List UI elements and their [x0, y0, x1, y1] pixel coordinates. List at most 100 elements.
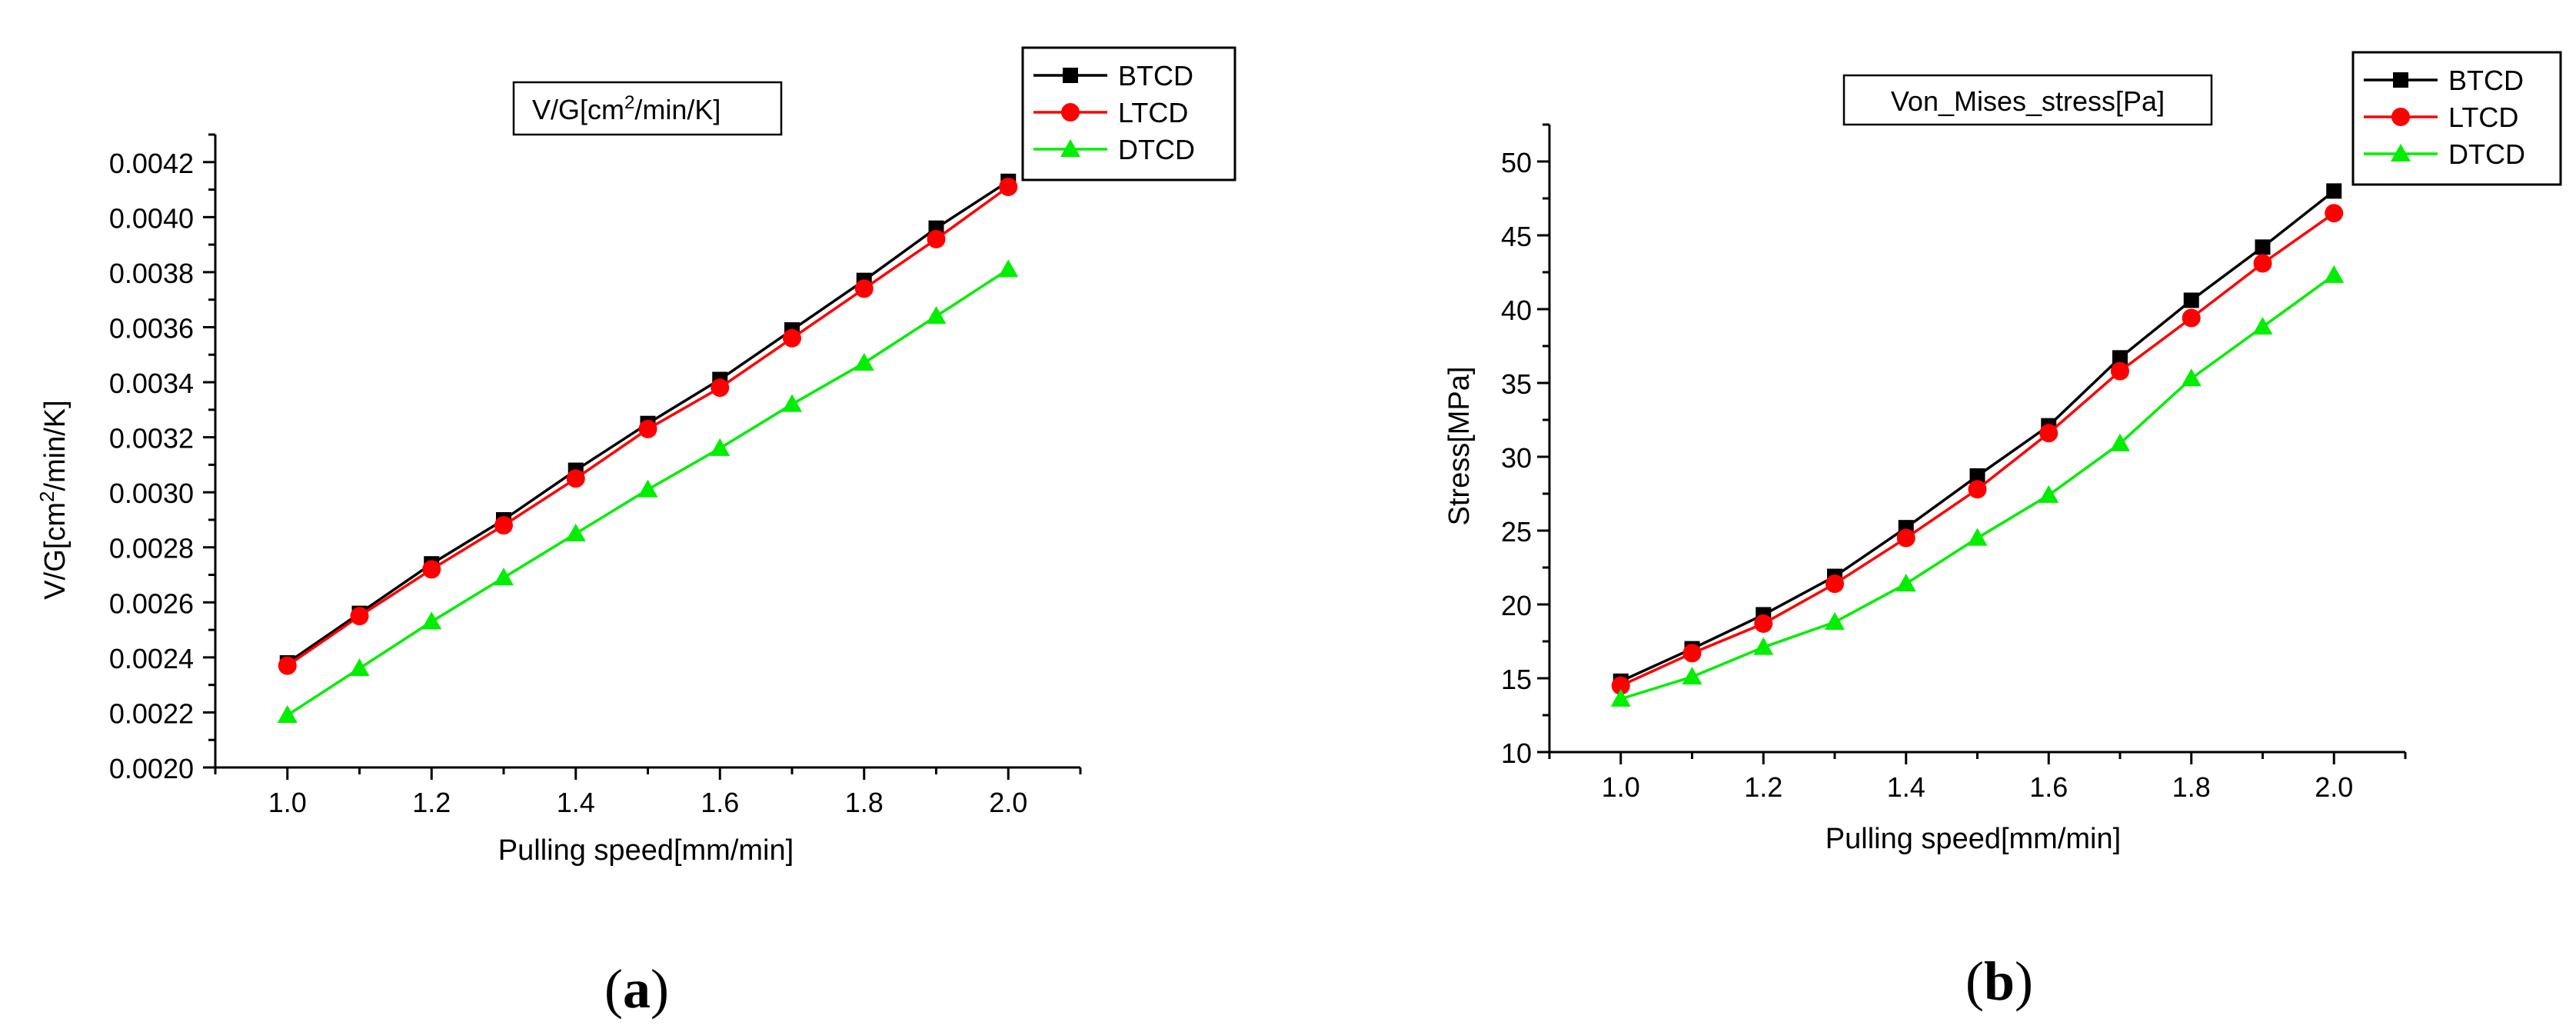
panel-b-series-ltcd-point — [2111, 361, 2129, 381]
panel-a-y-tick-label: 0.0026 — [109, 588, 194, 619]
panel-a-x-tick-label: 1.0 — [268, 787, 307, 818]
panel-a-legend-box — [1021, 46, 1236, 181]
panel-b-series-ltcd-point — [1896, 528, 1915, 548]
panel-b-legend-dtcd-marker — [2391, 144, 2411, 161]
panel-a-x-axis-title: Pulling speed[mm/min] — [498, 834, 794, 867]
panel-a-series-dtcd-point — [998, 259, 1019, 278]
chart-panel-b: 1.0 1.2 1.4 1.6 1.8 2.0 10 15 20 25 30 35 40 45 50 Von… — [1443, 51, 2562, 1012]
panel-b-y-tick-label: 35 — [1501, 368, 1532, 400]
panel-b-title: Von_Mises_stress[Pa] — [1891, 85, 2165, 117]
panel-a-series-ltcd-point — [927, 229, 946, 248]
panel-a-x-tick-label: 1.8 — [845, 787, 884, 818]
panel-b-legend-ltcd-label: LTCD — [2448, 102, 2518, 133]
panel-a-legend-btcd-marker — [1063, 68, 1078, 83]
panel-b-series-dtcd-point — [2324, 265, 2345, 283]
panel-b-series-ltcd-point — [1682, 644, 1702, 663]
panel-b-series-ltcd-point — [1968, 480, 1987, 499]
panel-b-y-tick-label: 45 — [1501, 221, 1532, 252]
panel-b-series-btcd-point — [2255, 239, 2271, 255]
panel-b-y-tick-label: 15 — [1501, 664, 1532, 695]
panel-b-label-close: ) — [2015, 950, 2033, 1012]
panel-a-y-title-main: V/G[cm — [39, 502, 72, 600]
panel-a-legend-dtcd-label: DTCD — [1118, 134, 1195, 165]
panel-b-y-axis-title: Stress[MPa] — [1443, 367, 1476, 526]
panel-a-series-dtcd-point — [854, 352, 874, 371]
panel-a-legend-dtcd-marker — [1060, 139, 1080, 157]
panel-a-y-tick-label: 0.0042 — [109, 148, 194, 179]
panel-a-label-letter: a — [623, 958, 651, 1020]
panel-b-legend-btcd-label: BTCD — [2448, 65, 2524, 96]
panel-a-y-tick-label: 0.0036 — [109, 312, 194, 344]
panel-a-series-dtcd-point — [710, 438, 731, 456]
panel-a-y-tick-label: 0.0020 — [109, 753, 194, 784]
panel-b-x-tick-label: 2.0 — [2315, 771, 2353, 803]
panel-b-series-dtcd-point — [2181, 368, 2202, 387]
panel-b-label: (b) — [1965, 950, 2033, 1012]
panel-a-title-sup: 2 — [624, 92, 634, 113]
panel-a-legend-btcd-label: BTCD — [1118, 60, 1193, 92]
panel-a-series-ltcd-point — [711, 378, 730, 398]
panel-a-series-dtcd-point — [277, 705, 298, 724]
panel-b-series-dtcd-point — [1825, 612, 1845, 631]
panel-a-title: V/G[cm2/min/K] — [532, 92, 721, 125]
panel-a-series-ltcd-point — [350, 607, 369, 626]
panel-a-y-tick-label: 0.0030 — [109, 478, 194, 509]
panel-a-label: (a) — [604, 958, 669, 1020]
panel-b-y-tick-label: 30 — [1501, 442, 1532, 474]
panel-b-legend-dtcd-label: DTCD — [2448, 138, 2525, 170]
panel-b-title-box — [1842, 74, 2213, 126]
panel-a-title-rest: /min/K] — [634, 94, 721, 125]
panel-a-title-box — [512, 81, 783, 136]
panel-a-series-dtcd-point — [782, 394, 802, 412]
panel-a-series-dtcd-point — [565, 523, 586, 541]
panel-b-legend-items: BTCD LTCD DTCD — [2364, 65, 2525, 170]
panel-b-series-ltcd-point — [2253, 254, 2272, 273]
panel-b-y-tick-label: 40 — [1501, 295, 1532, 326]
panel-b-series-ltcd-point — [1754, 614, 1773, 633]
panel-b-series-ltcd-point — [2325, 204, 2344, 223]
panel-b-series-ltcd-point — [1825, 574, 1844, 594]
panel-b-series-dtcd-point — [2039, 484, 2059, 503]
panel-b-label-letter: b — [1984, 950, 2015, 1012]
panel-a-y-tick-label: 0.0034 — [109, 368, 194, 399]
panel-a-series-ltcd-point — [783, 328, 801, 348]
panel-a-legend: BTCD LTCD DTCD — [1021, 46, 1236, 181]
panel-b-series-ltcd-point — [1611, 676, 1630, 695]
panel-a-x-tick-label: 1.4 — [557, 787, 595, 818]
panel-a-series-dtcd-point — [926, 306, 947, 325]
panel-b-series-dtcd-point — [1682, 667, 1702, 685]
panel-a-y-title-sup: 2 — [35, 491, 58, 502]
panel-a-series-ltcd-point — [494, 516, 513, 535]
panel-b-x-axis-title: Pulling speed[mm/min] — [1825, 823, 2121, 855]
panel-a-series-dtcd-point — [421, 611, 442, 630]
panel-b-series-dtcd-point — [1967, 528, 1988, 546]
panel-a-series-dtcd-point — [494, 568, 514, 586]
panel-a-y-tick-label: 0.0024 — [109, 643, 194, 674]
panel-a-y-tick-label: 0.0032 — [109, 423, 194, 454]
panel-b-legend-ltcd-marker — [2391, 108, 2410, 126]
panel-b-x-tick-label: 1.6 — [2029, 771, 2068, 803]
panel-b-series-dtcd-point — [2110, 433, 2130, 451]
panel-a-label-open: ( — [604, 958, 623, 1020]
panel-a-series-dtcd-point — [637, 479, 658, 498]
panel-a-series-ltcd-point — [638, 419, 657, 438]
panel-a-series-ltcd-point — [278, 656, 297, 675]
panel-a-legend-ltcd-label: LTCD — [1118, 97, 1188, 128]
panel-a-y-tick-label: 0.0038 — [109, 258, 194, 289]
panel-a-x-tick-label: 1.6 — [701, 787, 739, 818]
panel-b-series-btcd-point — [2183, 292, 2199, 308]
panel-b-series-dtcd-point — [1753, 637, 1774, 655]
panel-b-axes: 1.0 1.2 1.4 1.6 1.8 2.0 10 15 20 25 30 35 40 45 50 — [1501, 123, 2407, 803]
panel-a-label-close: ) — [651, 958, 669, 1020]
panel-b-y-tick-label: 25 — [1501, 516, 1532, 548]
panel-b-series-dtcd-point — [2252, 317, 2273, 335]
panel-b-series — [1610, 183, 2345, 707]
panel-b-y-tick-label: 10 — [1501, 737, 1532, 769]
panel-a-series-ltcd-point — [999, 177, 1018, 196]
panel-b-legend-btcd-marker — [2393, 72, 2408, 88]
panel-a-series-dtcd-point — [349, 658, 370, 677]
panel-a-series — [277, 173, 1019, 724]
panel-a-axes: 1.0 1.2 1.4 1.6 1.8 2.0 0.0020 0.0022 0.0024 0.00… — [109, 133, 1082, 818]
panel-a-legend-ltcd-marker — [1061, 103, 1080, 122]
panel-b-series-ltcd-line — [1620, 211, 2335, 687]
